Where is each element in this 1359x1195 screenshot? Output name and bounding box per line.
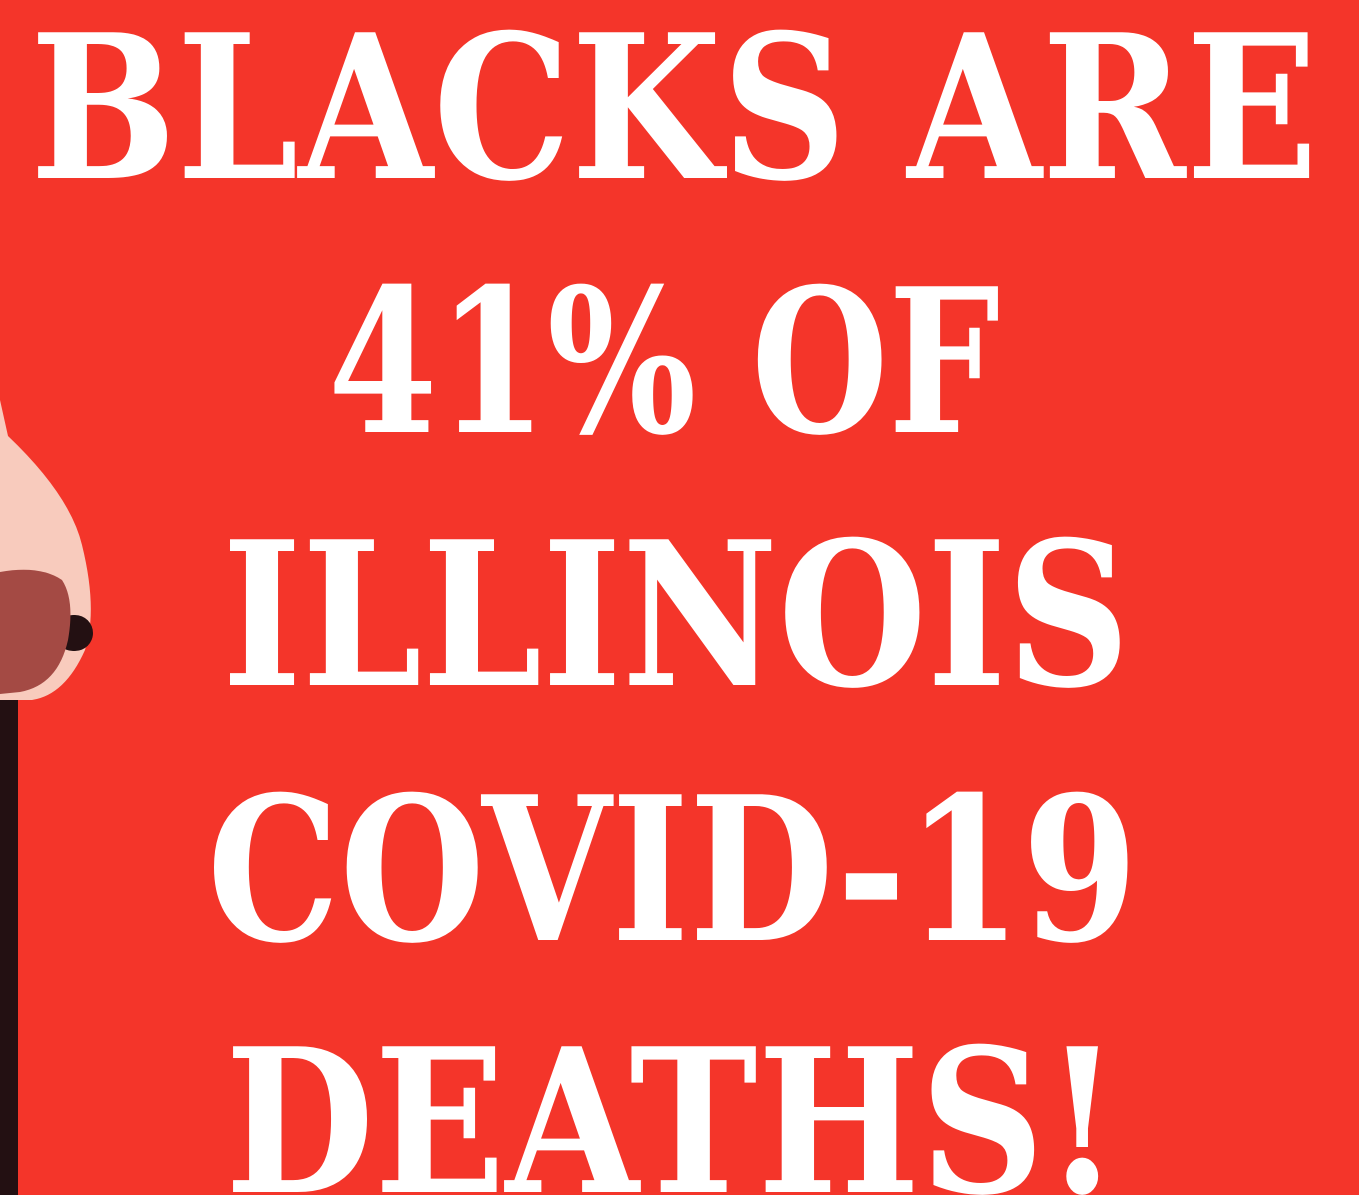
page: BLACKS ARE41% OFILLINOISCOVID-19DEATHS! … (0, 0, 1359, 1195)
figure-pole (0, 690, 18, 1195)
headline-line: DEATHS! (225, 1005, 1120, 1195)
poster: BLACKS ARE41% OFILLINOISCOVID-19DEATHS! (0, 0, 1359, 1195)
headline-line: 41% OF (328, 245, 1000, 480)
headline-line: BLACKS ARE (30, 0, 1318, 226)
headline-line: ILLINOIS (222, 498, 1130, 733)
headline-line: COVID-19 (207, 753, 1138, 988)
